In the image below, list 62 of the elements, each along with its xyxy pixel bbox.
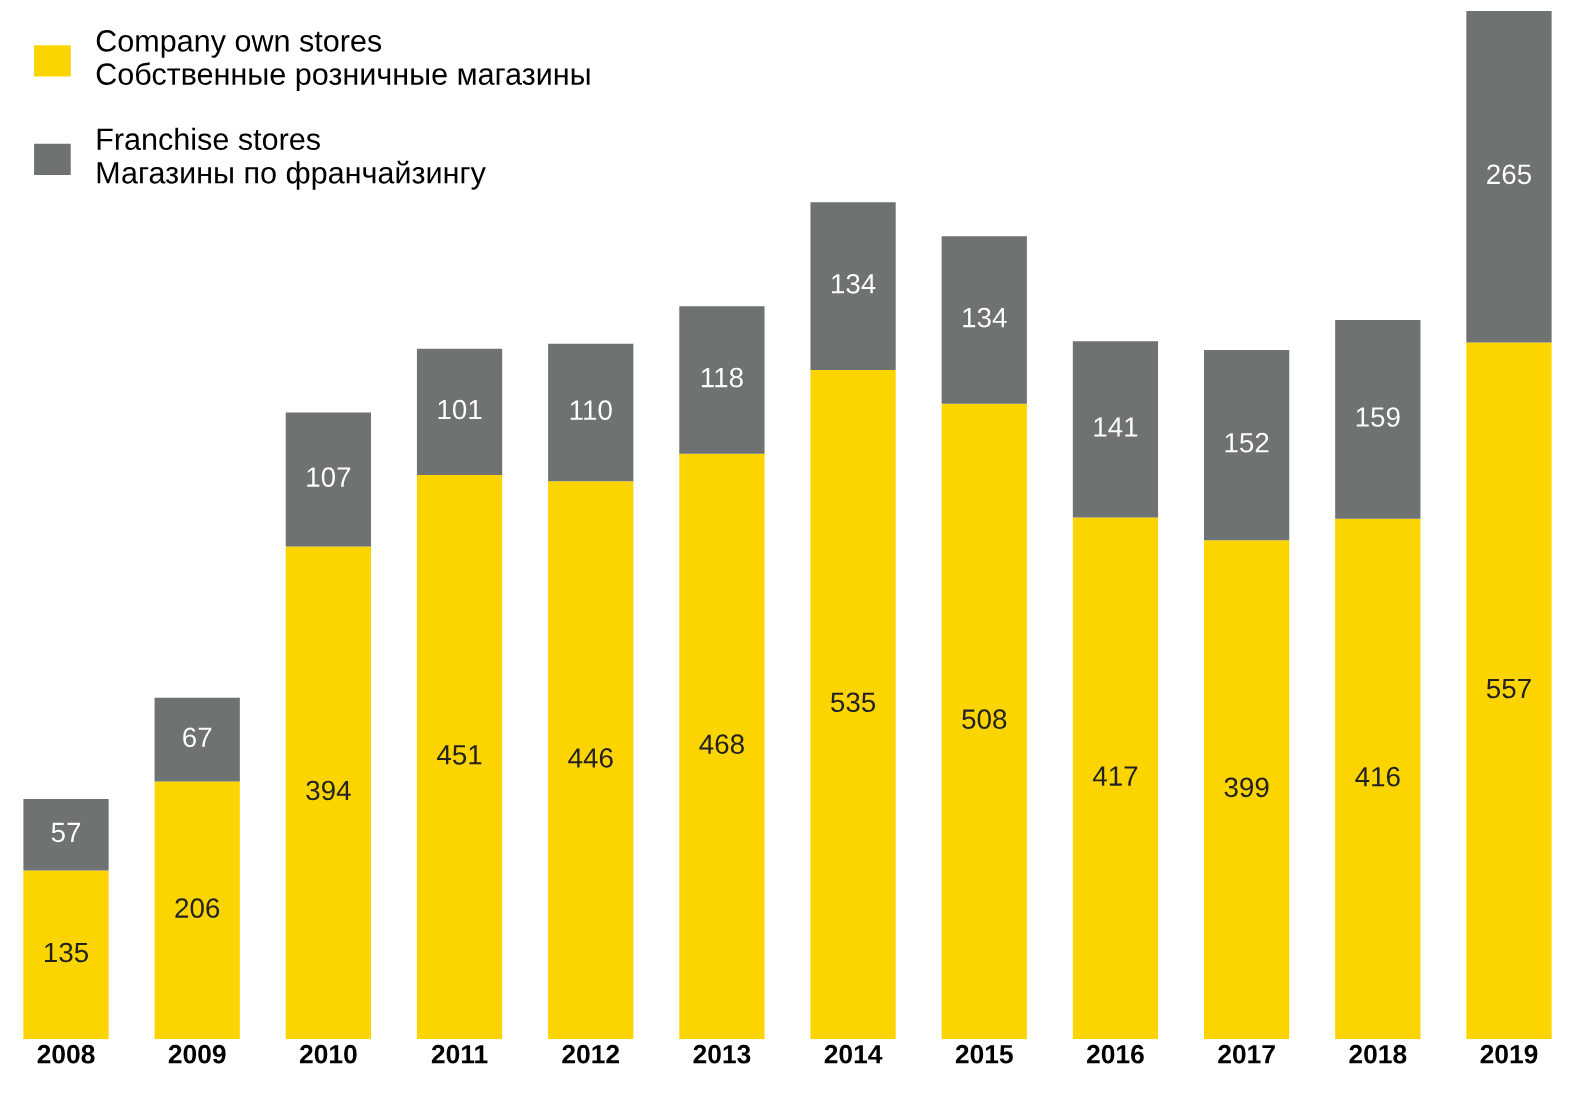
- data-label: 134: [963, 307, 1007, 328]
- x-tick-label: 2017: [1218, 1044, 1275, 1064]
- bar: [285, 412, 372, 547]
- legend-label: Company own stores Собственные розничные магазины: [96, 30, 590, 91]
- bar: [285, 546, 372, 1040]
- x-tick-label: 2008: [37, 1044, 95, 1064]
- x-tick-label: 2010: [299, 1044, 357, 1064]
- bar: [548, 343, 634, 482]
- data-label: 508: [962, 709, 1007, 729]
- bar: [1072, 341, 1159, 518]
- data-label: 152: [1225, 432, 1269, 453]
- x-tick-label: 2013: [693, 1044, 751, 1064]
- bar: [416, 475, 503, 1040]
- data-label: 446: [568, 748, 613, 768]
- data-label: 141: [1094, 417, 1138, 437]
- data-label: 451: [437, 745, 482, 765]
- data-label: 468: [699, 734, 744, 755]
- data-label: 399: [1224, 777, 1269, 798]
- bar: [810, 369, 896, 1040]
- data-label: 416: [1355, 766, 1400, 787]
- bar: [1466, 342, 1552, 1040]
- data-label: 101: [438, 399, 482, 420]
- bar: [1072, 517, 1159, 1040]
- data-label: 107: [307, 467, 351, 487]
- data-label: 557: [1486, 678, 1531, 699]
- data-label: 118: [701, 367, 743, 388]
- bar: [23, 799, 109, 871]
- x-tick-label: 2009: [168, 1044, 226, 1064]
- bar: [1203, 349, 1290, 541]
- bar: [941, 403, 1027, 1040]
- x-tick-label: 2014: [824, 1044, 883, 1064]
- x-tick-label: 2012: [562, 1044, 620, 1064]
- data-label: 134: [832, 273, 876, 294]
- data-label: 57: [51, 822, 81, 843]
- bar: [548, 481, 634, 1040]
- bar: [1335, 319, 1421, 519]
- data-label: 417: [1092, 766, 1138, 786]
- x-tick-label: 2015: [955, 1044, 1013, 1064]
- data-label: 535: [831, 692, 876, 713]
- legend-label: Franchise stores Магазины по франчайзингу: [97, 127, 486, 190]
- bar: [416, 348, 503, 476]
- bar: [679, 306, 765, 454]
- bar: [1203, 540, 1290, 1040]
- x-tick-label: 2018: [1349, 1044, 1407, 1064]
- x-tick-label: 2011: [431, 1044, 488, 1064]
- bar: [1335, 518, 1421, 1040]
- data-label: 159: [1356, 407, 1400, 427]
- bar: [941, 236, 1027, 404]
- x-tick-label: 2019: [1480, 1044, 1538, 1064]
- data-label: 394: [306, 780, 351, 801]
- bar: [23, 870, 109, 1040]
- bar: [154, 697, 240, 782]
- data-label: 67: [183, 727, 212, 748]
- bar: [1466, 10, 1552, 343]
- data-label: 110: [570, 400, 612, 420]
- bar: [810, 202, 896, 370]
- data-label: 206: [175, 898, 220, 918]
- data-label: 265: [1487, 164, 1531, 185]
- data-label: 135: [44, 942, 89, 963]
- x-tick-label: 2016: [1087, 1044, 1144, 1064]
- bar: [154, 781, 240, 1040]
- bar: [679, 453, 765, 1040]
